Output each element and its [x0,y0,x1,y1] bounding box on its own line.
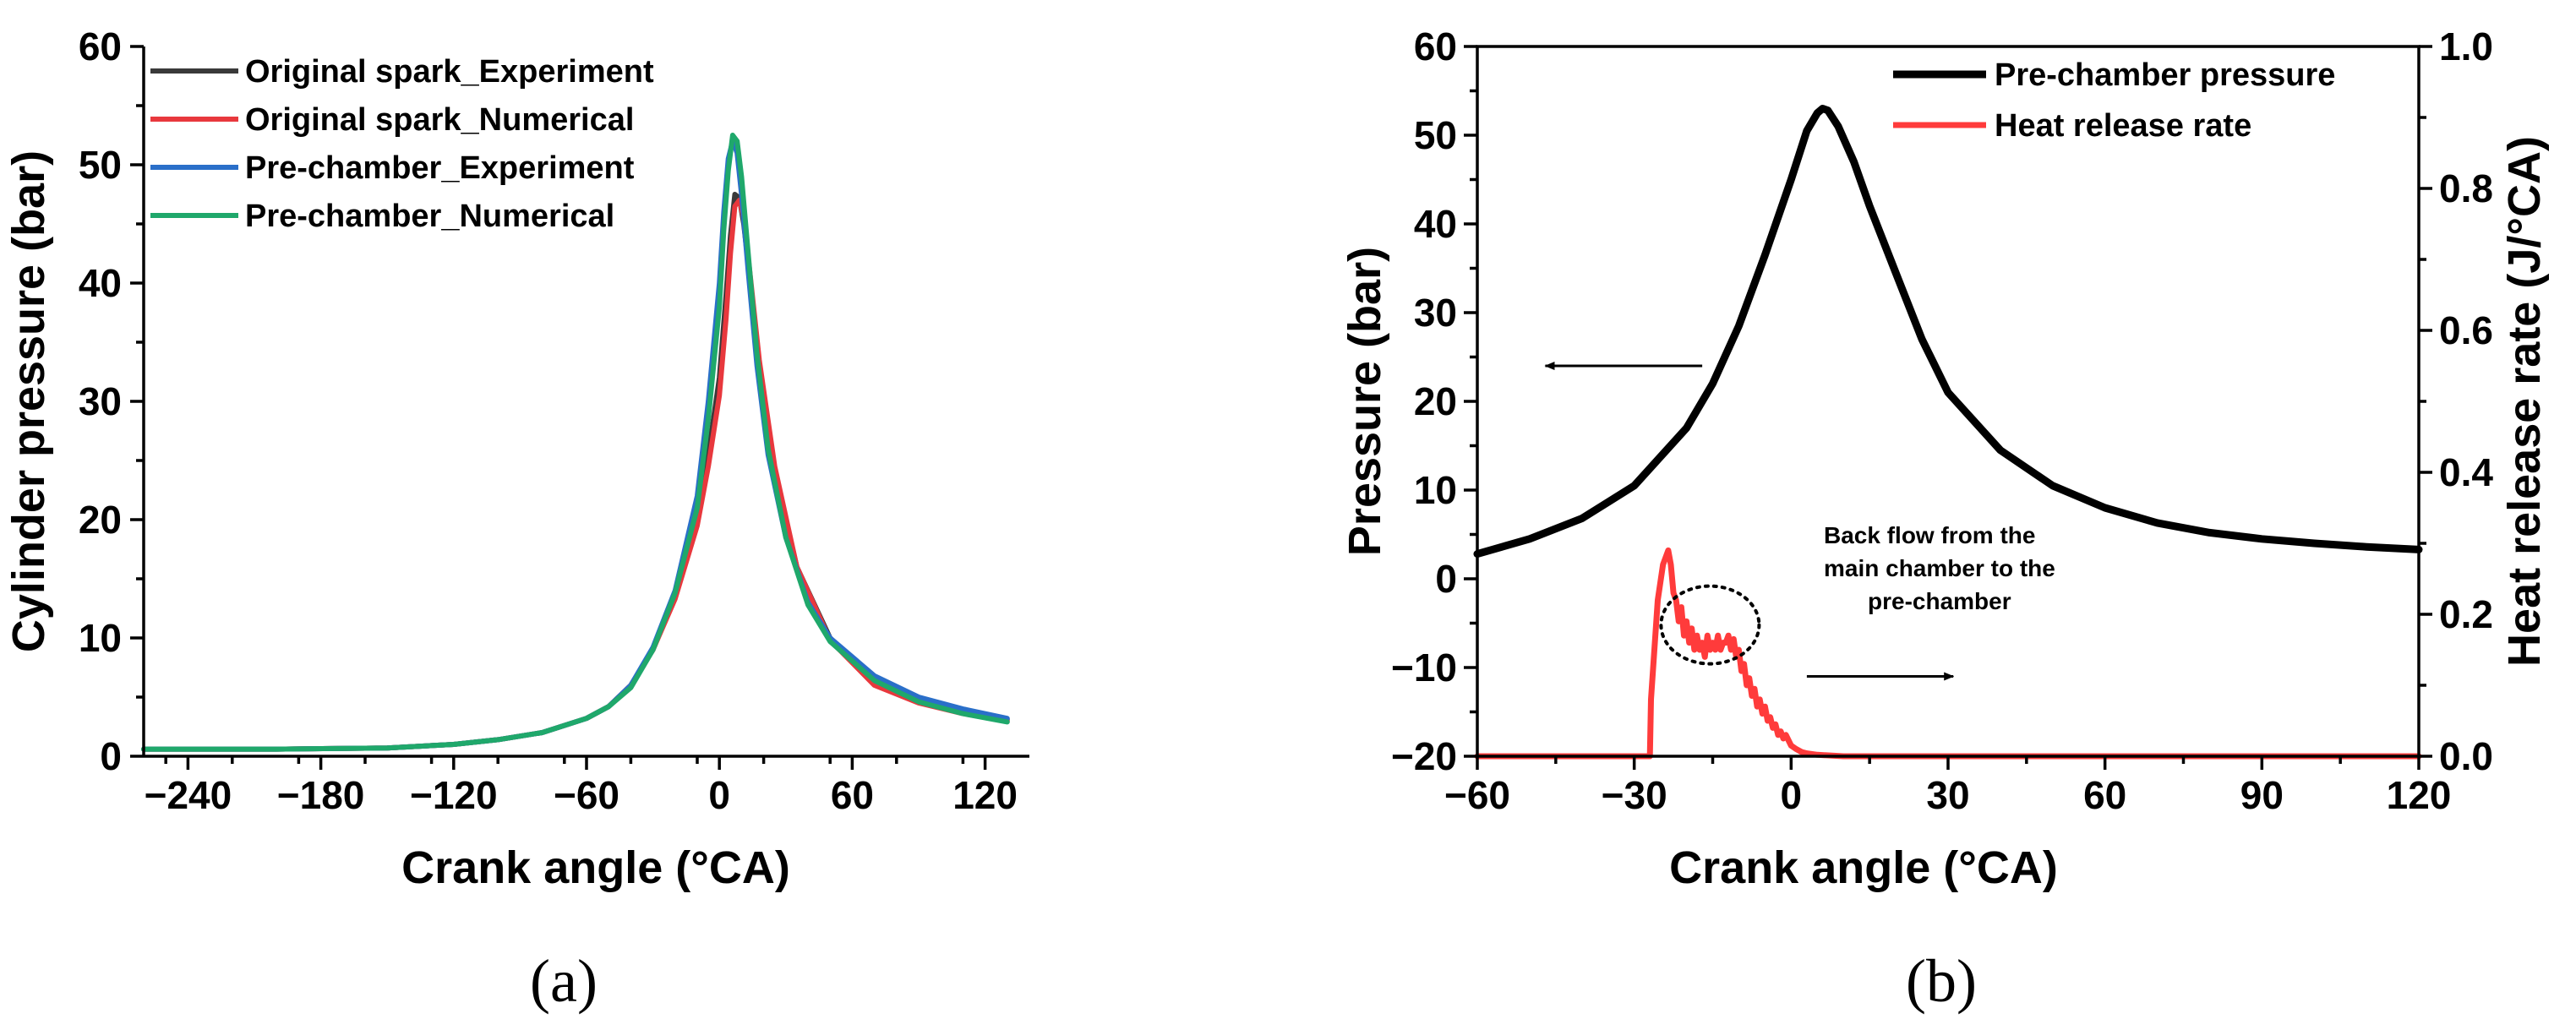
chart-a-y-tick-label: 60 [79,25,122,68]
chart-b-panel-label: (b) [1906,947,1977,1015]
chart-b-y-tick-label: −20 [1391,734,1457,778]
chart-a-x-tick-label: −240 [145,773,232,817]
chart-a-axes: −240 −180 −120 −60 0 60 120 0 10 20 30 40 50 60 [79,25,1029,817]
chart-b-legend-label-0: Pre-chamber pressure [1995,57,2335,93]
chart-b-x-tick-label: 60 [2083,773,2126,817]
chart-a-series-group [141,133,1010,752]
chart-b-annotation-line-0: Back flow from the [1824,522,2035,548]
chart-panel-a: −240 −180 −120 −60 0 60 120 0 10 20 30 40 50 60 Origi… [3,25,1029,1015]
chart-b-y2-tick-label: 1.0 [2439,25,2493,68]
chart-a-x-tick-label: 0 [708,773,730,817]
chart-b-plot-frame [1476,45,2420,758]
chart-b-annotation-group: Back flow from the main chamber to the pre… [1544,362,2055,681]
chart-b-x-tick-label: −30 [1602,773,1667,817]
chart-a-x-tick-label: −60 [554,773,619,817]
chart-b-x-tick-label: −60 [1444,773,1510,817]
chart-a-y-axis-title: Cylinder pressure (bar) [3,150,54,652]
chart-a-y-tick-label: 50 [79,143,122,187]
chart-a-y-tick-label: 0 [100,734,122,778]
chart-b-x-tick-label: 30 [1926,773,1969,817]
chart-a-x-tick-label: −180 [277,773,365,817]
chart-b-y-tick-label: 60 [1414,25,1457,68]
chart-b-y2-tick-label: 0.2 [2439,592,2493,636]
chart-b-axes: −60 −30 0 30 60 90 120 −20 −10 0 10 20 30 40 50 60 0.0 0.… [1391,25,2493,817]
chart-b-series-line-1 [1474,547,2422,760]
chart-b-y-tick-label: 0 [1435,557,1457,601]
chart-b-y2-tick-label: 0.0 [2439,734,2493,778]
chart-b-series-group [1473,105,2423,760]
chart-a-series-line-1 [141,198,1010,752]
chart-a-panel-label: (a) [530,947,598,1015]
chart-a-y-tick-label: 20 [79,498,122,542]
chart-b-y-tick-label: −10 [1391,646,1457,689]
chart-b-series-line-0 [1473,105,2423,559]
chart-panel-b: −60 −30 0 30 60 90 120 −20 −10 0 10 20 30 40 50 60 0.0 0.… [1340,25,2550,1015]
chart-a-y-tick-label: 10 [79,616,122,660]
chart-b-annotation-line-2: pre-chamber [1868,588,2011,614]
chart-b-y2-tick-label: 0.8 [2439,166,2493,210]
chart-a-x-tick-label: 60 [831,773,874,817]
chart-a-legend-label-3: Pre-chamber_Numerical [245,199,614,234]
chart-b-y-tick-label: 40 [1414,202,1457,246]
chart-a-series-line-0 [141,192,1010,752]
chart-b-y-tick-label: 20 [1414,379,1457,423]
chart-b-x-tick-label: 0 [1781,773,1803,817]
chart-b-y2-tick-label: 0.6 [2439,308,2493,352]
chart-b-x-tick-label: 90 [2240,773,2284,817]
chart-a-legend: Original spark_Experiment Original spark_… [150,54,654,234]
chart-b-annotation-line-1: main chamber to the [1824,555,2055,581]
chart-b-legend-label-1: Heat release rate [1995,108,2251,144]
chart-a-legend-label-1: Original spark_Numerical [245,102,634,138]
chart-a-x-tick-label: 120 [952,773,1018,817]
chart-b-y-tick-label: 30 [1414,291,1457,335]
chart-b-annotation-text: Back flow from the main chamber to the pre… [1824,522,2055,614]
chart-a-legend-label-2: Pre-chamber_Experiment [245,150,635,186]
chart-a-series-line-3 [141,133,1010,752]
chart-b-legend: Pre-chamber pressure Heat release rate [1893,57,2335,144]
chart-b-y-tick-label: 10 [1414,468,1457,512]
chart-a-y-tick-label: 30 [79,379,122,423]
chart-a-y-tick-label: 40 [79,261,122,305]
chart-a-x-tick-label: −120 [410,773,498,817]
chart-b-y2-axis-title: Heat release rate (J/°CA) [2499,136,2550,667]
chart-a-legend-label-0: Original spark_Experiment [245,54,654,90]
chart-b-y2-tick-label: 0.4 [2439,450,2493,494]
chart-a-x-axis-title: Crank angle (°CA) [401,842,790,893]
chart-b-y-tick-label: 50 [1414,113,1457,157]
chart-b-y-axis-title: Pressure (bar) [1340,247,1390,556]
chart-b-x-tick-label: 120 [2387,773,2452,817]
chart-b-x-axis-title: Crank angle (°CA) [1669,842,2058,893]
chart-b-backflow-ellipse [1659,584,1761,666]
